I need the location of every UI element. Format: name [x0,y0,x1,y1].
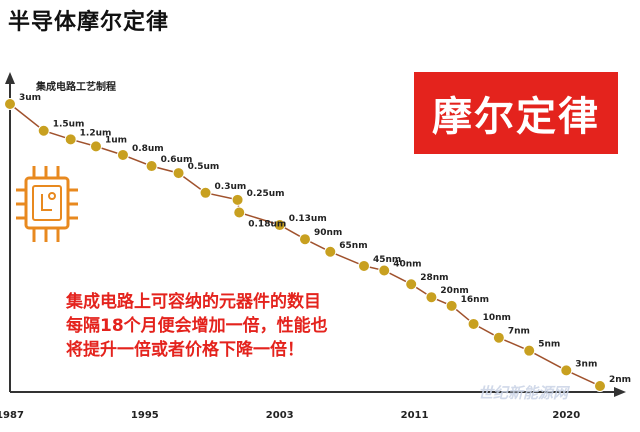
data-point [199,186,212,199]
data-point [37,124,50,137]
point-label: 0.8um [132,144,164,154]
x-tick-label: 2003 [266,410,294,421]
data-point [145,160,158,173]
data-point [445,299,458,312]
data-point [273,219,286,232]
point-label: 2nm [609,375,631,385]
description-line-3: 将提升一倍或者价格下降一倍！ [66,340,304,360]
point-label: 0.3um [215,182,247,192]
point-label: 65nm [339,241,367,251]
data-point [231,193,244,206]
point-label: 3um [19,93,41,103]
data-point [324,245,337,258]
point-label: 1um [105,135,127,145]
x-tick-labels: 1987 1995 2003 2011 2020 [0,410,580,421]
data-point [358,259,370,272]
x-tick-label: 1987 [0,410,24,421]
data-point [172,167,185,180]
data-point [594,380,606,392]
point-label: 1.2um [80,128,112,138]
point-label: 0.5um [188,162,220,172]
point-label: 1.5um [53,120,85,130]
point-label: 0.25um [247,189,285,199]
description-line-2: 每隔18个月便会增加一倍，性能也 [66,316,328,336]
moore-law-badge: 摩尔定律 [414,72,618,154]
point-label: 7nm [508,327,530,337]
data-points [4,98,606,392]
data-point [492,331,505,344]
point-label: 45nm [373,255,401,265]
data-point [64,133,77,146]
data-point [299,233,311,246]
data-point [378,264,391,277]
description-line-1: 集成电路上可容纳的元器件的数目 [66,292,321,312]
point-label: 0.13um [289,214,327,224]
chart-axes [5,72,626,397]
data-point [405,278,418,291]
point-label: 90nm [314,228,342,238]
point-label: 28nm [420,273,448,283]
data-point [523,344,536,357]
point-label: 16nm [461,295,489,305]
data-point [4,98,16,110]
point-label: 10nm [483,313,511,323]
data-point [233,206,246,219]
data-point [425,291,438,304]
description-text: 集成电路上可容纳的元器件的数目 每隔18个月便会增加一倍，性能也 将提升一倍或者… [66,290,396,362]
point-label: 3nm [575,359,597,369]
watermark-text: 世纪新能源网 [478,384,569,402]
data-point [116,148,129,161]
page-title: 半导体摩尔定律 [8,10,170,35]
point-label: 40nm [393,259,421,269]
x-axis-arrow [614,387,626,397]
x-tick-label: 2020 [552,410,580,421]
chip-icon [16,160,80,254]
x-tick-label: 1995 [131,410,159,421]
x-tick-label: 2011 [401,410,429,421]
data-point [467,317,480,330]
data-point [560,364,573,377]
point-label: 0.18um [248,219,286,229]
data-point [89,140,102,153]
y-axis-arrow [5,72,15,84]
point-label: 5nm [538,340,560,350]
point-label: 20nm [440,286,468,296]
point-label: 0.6um [161,155,193,165]
y-axis-title: 集成电路工艺制程 [35,80,116,93]
